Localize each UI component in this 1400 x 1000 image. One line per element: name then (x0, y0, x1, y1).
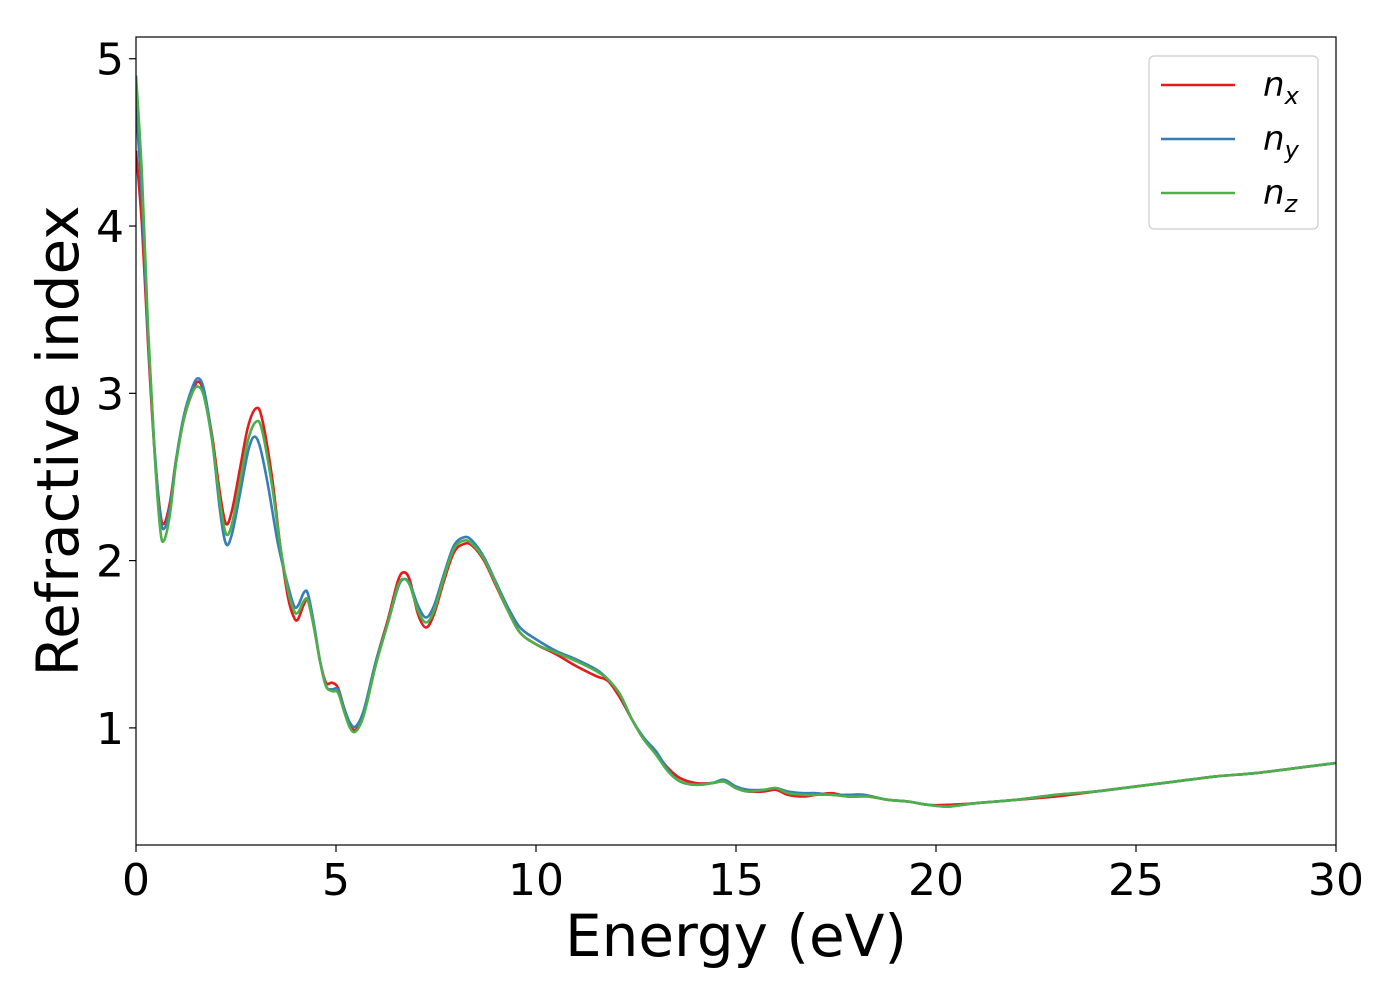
y-tick-label: 4 (96, 202, 124, 253)
y-tick-label: 2 (96, 537, 124, 588)
legend-label-nx: nx (1263, 65, 1300, 110)
series-line-nz (136, 75, 1336, 808)
series-line-nx (136, 150, 1336, 807)
x-axis-title: Energy (eV) (565, 902, 907, 970)
legend-label-subscript: y (1284, 136, 1300, 164)
y-axis-title: Refractive index (24, 205, 92, 676)
y-tick-label: 5 (96, 35, 124, 86)
legend-label-subscript: z (1284, 190, 1299, 218)
legend-box (1148, 55, 1319, 230)
ticks-layer: 0 5 10 15 20 25 30 1 2 3 4 5 (96, 35, 1364, 906)
x-tick-label: 20 (908, 855, 964, 906)
series-layer (136, 75, 1336, 808)
x-tick-label: 15 (708, 855, 764, 906)
x-tick-label: 10 (508, 855, 564, 906)
legend-label-base: n (1263, 173, 1285, 213)
x-tick-label: 0 (122, 855, 150, 906)
legend-label-nz: nz (1263, 173, 1299, 218)
y-tick-label: 1 (96, 704, 124, 755)
y-tick-label: 3 (96, 369, 124, 420)
x-tick-label: 25 (1108, 855, 1164, 906)
legend-label-base: n (1263, 119, 1285, 159)
legend-label-subscript: x (1284, 82, 1300, 110)
legend-label-base: n (1263, 65, 1285, 105)
legend-label-ny: ny (1263, 119, 1300, 164)
x-tick-label: 5 (322, 855, 350, 906)
x-tick-label: 30 (1308, 855, 1364, 906)
